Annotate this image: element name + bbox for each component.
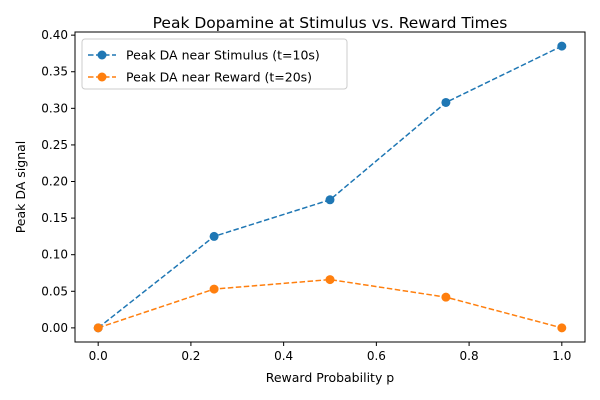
x-tick-label: 0.6	[367, 349, 386, 363]
plot-area	[93, 41, 567, 333]
x-axis: 0.0 0.2 0.4 0.6 0.8 1.0	[89, 342, 571, 363]
series-2-point	[93, 323, 103, 333]
y-tick-label: 0.35	[41, 65, 68, 79]
chart-title: Peak Dopamine at Stimulus vs. Reward Tim…	[153, 14, 508, 32]
legend-marker-1	[97, 50, 107, 60]
legend: Peak DA near Stimulus (t=10s) Peak DA nea…	[81, 38, 348, 90]
series-2-point	[441, 292, 451, 302]
series-2-point	[557, 323, 567, 333]
y-tick-label: 0.25	[41, 138, 68, 152]
y-tick-label: 0.20	[41, 175, 68, 189]
y-tick-label: 0.15	[41, 211, 68, 225]
x-tick-label: 0.2	[181, 349, 200, 363]
y-tick-label: 0.05	[41, 284, 68, 298]
series-1-point	[209, 231, 219, 241]
legend-label-1: Peak DA near Stimulus (t=10s)	[126, 48, 320, 63]
legend-label-2: Peak DA near Reward (t=20s)	[126, 70, 312, 85]
y-tick-label: 0.30	[41, 101, 68, 115]
y-tick-label: 0.10	[41, 248, 68, 262]
y-tick-label: 0.40	[41, 28, 68, 42]
legend-marker-2	[97, 72, 107, 82]
y-tick-label: 0.00	[41, 321, 68, 335]
legend-frame	[81, 38, 348, 90]
y-axis-title: Peak DA signal	[13, 141, 28, 234]
y-axis: 0.00 0.05 0.10 0.15 0.20 0.25 0.30 0.35 0.40	[41, 28, 75, 335]
series-2-point	[209, 284, 219, 294]
series-line-2	[97, 278, 563, 329]
x-axis-title: Reward Probability p	[266, 370, 395, 385]
x-tick-label: 0.8	[460, 349, 479, 363]
series-1-point	[557, 41, 567, 51]
x-tick-label: 0.0	[89, 349, 108, 363]
series-2-point	[325, 275, 335, 285]
series-1-point	[325, 195, 335, 205]
x-tick-label: 0.4	[274, 349, 293, 363]
series-1-point	[441, 97, 451, 107]
plot-frame	[74, 31, 586, 343]
x-tick-label: 1.0	[552, 349, 571, 363]
